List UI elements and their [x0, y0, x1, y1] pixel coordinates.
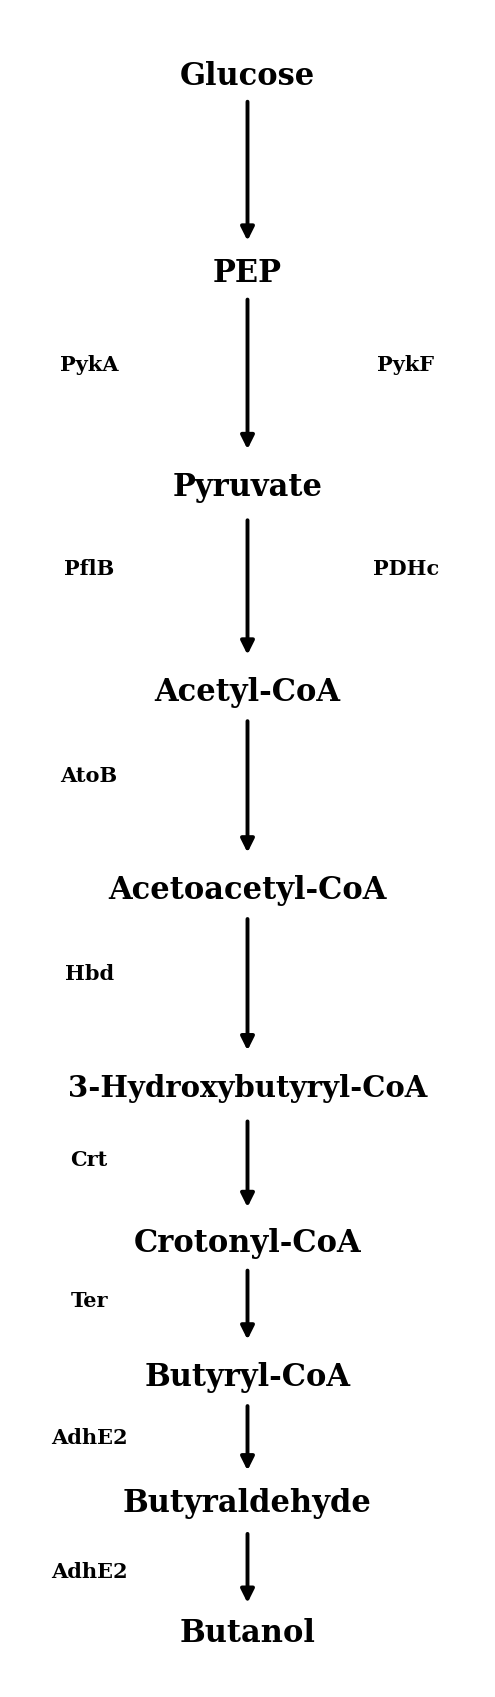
Text: Acetyl-CoA: Acetyl-CoA [154, 677, 341, 708]
Text: AdhE2: AdhE2 [51, 1429, 127, 1448]
Text: PykA: PykA [60, 355, 118, 375]
Text: Glucose: Glucose [180, 61, 315, 92]
Text: Butanol: Butanol [180, 1617, 315, 1648]
Text: PDHc: PDHc [373, 560, 439, 579]
Text: Crt: Crt [70, 1151, 108, 1169]
Text: PEP: PEP [213, 258, 282, 290]
Text: 3-Hydroxybutyryl-CoA: 3-Hydroxybutyryl-CoA [68, 1074, 427, 1103]
Text: Pyruvate: Pyruvate [172, 472, 323, 502]
Text: AtoB: AtoB [60, 767, 118, 786]
Text: PykF: PykF [377, 355, 435, 375]
Text: Crotonyl-CoA: Crotonyl-CoA [134, 1229, 361, 1259]
Text: Butyraldehyde: Butyraldehyde [123, 1488, 372, 1519]
Text: PflB: PflB [64, 560, 114, 579]
Text: Acetoacetyl-CoA: Acetoacetyl-CoA [108, 876, 387, 906]
Text: Butyryl-CoA: Butyryl-CoA [145, 1363, 350, 1393]
Text: Ter: Ter [70, 1291, 108, 1312]
Text: Hbd: Hbd [64, 964, 114, 984]
Text: AdhE2: AdhE2 [51, 1563, 127, 1582]
